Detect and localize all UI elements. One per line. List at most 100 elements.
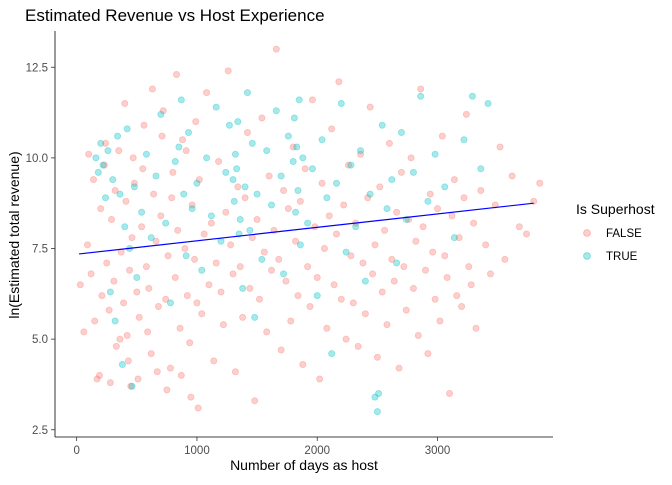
data-point-false-133 bbox=[393, 208, 401, 216]
data-point-false-169 bbox=[486, 270, 494, 278]
data-point-false-36 bbox=[162, 295, 170, 303]
data-point-false-107 bbox=[330, 281, 338, 289]
data-point-true-41 bbox=[230, 197, 238, 205]
data-point-false-109 bbox=[335, 78, 343, 86]
data-point-false-167 bbox=[477, 186, 485, 194]
data-point-false-139 bbox=[407, 154, 415, 162]
data-point-false-168 bbox=[482, 241, 490, 249]
data-point-false-84 bbox=[275, 255, 283, 263]
data-point-false-11 bbox=[105, 306, 113, 314]
data-point-false-20 bbox=[126, 266, 134, 274]
data-point-true-75 bbox=[332, 179, 340, 187]
data-point-false-38 bbox=[166, 364, 174, 372]
data-point-false-111 bbox=[340, 201, 348, 209]
data-point-false-190 bbox=[148, 85, 156, 93]
data-point-false-128 bbox=[381, 226, 389, 234]
data-point-false-110 bbox=[337, 295, 345, 303]
data-point-false-65 bbox=[229, 270, 237, 278]
data-point-false-148 bbox=[429, 248, 437, 256]
y-axis-ticks: 2.5 5.0 7.5 10.0 12.5 bbox=[26, 62, 55, 437]
data-point-true-60 bbox=[284, 132, 292, 140]
data-point-true-33 bbox=[198, 266, 206, 274]
data-point-true-54 bbox=[258, 255, 266, 263]
data-point-true-66 bbox=[295, 96, 303, 104]
data-point-false-130 bbox=[385, 139, 393, 147]
data-point-false-68 bbox=[236, 263, 244, 271]
data-point-false-98 bbox=[308, 96, 316, 104]
data-point-false-175 bbox=[523, 230, 531, 238]
data-point-false-10 bbox=[103, 259, 111, 267]
y-tick-label: 12.5 bbox=[26, 62, 48, 74]
data-point-false-180 bbox=[102, 139, 110, 147]
data-point-true-0 bbox=[92, 154, 100, 162]
data-point-false-2 bbox=[83, 241, 91, 249]
data-point-true-56 bbox=[268, 201, 276, 209]
data-point-false-165 bbox=[470, 219, 478, 227]
data-point-false-73 bbox=[248, 234, 256, 242]
data-point-false-181 bbox=[106, 379, 114, 387]
data-point-false-67 bbox=[234, 183, 242, 191]
data-point-true-4 bbox=[102, 194, 110, 202]
data-point-true-48 bbox=[241, 183, 249, 191]
data-point-false-85 bbox=[277, 346, 285, 354]
data-point-true-34 bbox=[203, 154, 211, 162]
data-point-false-22 bbox=[128, 234, 136, 242]
data-point-true-86 bbox=[378, 121, 386, 129]
data-point-true-12 bbox=[121, 223, 129, 231]
data-point-true-73 bbox=[323, 194, 331, 202]
data-point-false-19 bbox=[123, 331, 131, 339]
data-point-false-39 bbox=[169, 168, 177, 176]
data-point-false-182 bbox=[111, 186, 119, 194]
data-point-false-35 bbox=[159, 107, 167, 115]
data-point-false-76 bbox=[255, 295, 263, 303]
data-point-false-91 bbox=[292, 237, 300, 245]
data-point-false-17 bbox=[120, 299, 128, 307]
data-point-false-179 bbox=[89, 176, 97, 184]
data-point-false-127 bbox=[378, 288, 386, 296]
data-point-true-57 bbox=[272, 107, 280, 115]
data-point-true-81 bbox=[361, 277, 369, 285]
y-tick-label: 2.5 bbox=[32, 425, 48, 437]
data-point-false-155 bbox=[446, 389, 454, 397]
data-point-true-79 bbox=[352, 223, 360, 231]
data-point-false-187 bbox=[134, 375, 142, 383]
data-point-false-4 bbox=[91, 317, 99, 325]
data-point-false-160 bbox=[458, 302, 466, 310]
data-point-false-74 bbox=[251, 397, 259, 405]
data-point-true-89 bbox=[393, 259, 401, 267]
data-point-false-157 bbox=[450, 176, 458, 184]
data-point-true-26 bbox=[175, 143, 183, 151]
data-point-false-81 bbox=[268, 266, 276, 274]
data-point-false-83 bbox=[272, 45, 280, 53]
data-point-true-32 bbox=[193, 179, 201, 187]
data-point-false-44 bbox=[181, 244, 189, 252]
data-point-true-68 bbox=[299, 154, 307, 162]
data-point-false-79 bbox=[263, 328, 271, 336]
x-tick-label: 3000 bbox=[425, 445, 451, 457]
data-point-false-14 bbox=[112, 342, 120, 350]
data-point-false-27 bbox=[140, 121, 148, 129]
data-point-true-28 bbox=[180, 190, 188, 198]
data-point-true-30 bbox=[185, 128, 193, 136]
data-point-true-42 bbox=[231, 150, 239, 158]
data-point-false-86 bbox=[280, 186, 288, 194]
y-tick-label: 10.0 bbox=[26, 153, 48, 165]
data-point-false-147 bbox=[426, 190, 434, 198]
data-point-false-46 bbox=[186, 339, 194, 347]
data-point-false-34 bbox=[157, 212, 165, 220]
data-point-false-136 bbox=[400, 263, 408, 271]
data-point-false-43 bbox=[179, 136, 187, 144]
data-point-true-40 bbox=[229, 176, 237, 184]
data-point-false-53 bbox=[200, 230, 208, 238]
data-point-false-45 bbox=[183, 292, 191, 300]
data-point-false-25 bbox=[135, 313, 143, 321]
x-axis-ticks: 0 1000 2000 3000 bbox=[73, 437, 450, 457]
data-point-true-101 bbox=[484, 100, 492, 108]
data-point-false-9 bbox=[100, 161, 108, 169]
data-point-false-183 bbox=[116, 335, 124, 343]
data-point-false-30 bbox=[147, 350, 155, 358]
data-point-false-150 bbox=[434, 205, 442, 213]
data-point-false-52 bbox=[198, 310, 206, 318]
data-point-false-3 bbox=[87, 270, 95, 278]
data-point-true-10 bbox=[116, 190, 124, 198]
